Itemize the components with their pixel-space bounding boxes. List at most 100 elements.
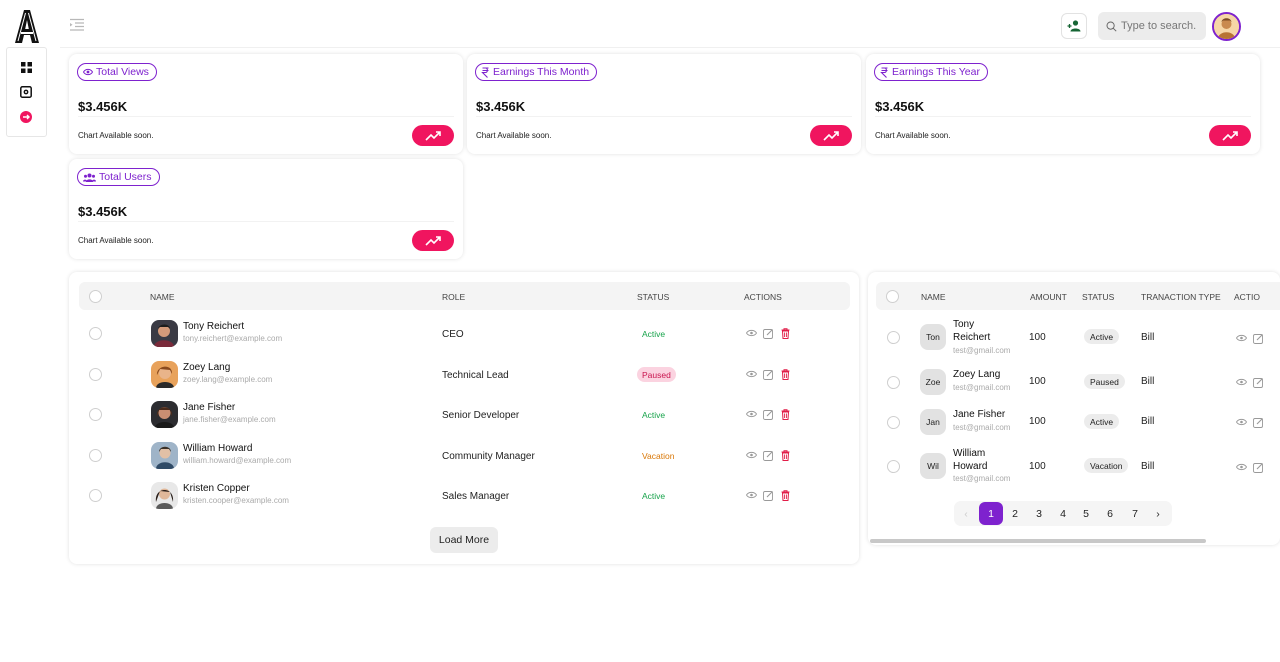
search-input[interactable] xyxy=(1121,20,1203,32)
select-all-checkbox[interactable] xyxy=(886,290,899,303)
delete-icon[interactable] xyxy=(779,368,791,380)
edit-icon[interactable] xyxy=(1252,332,1264,344)
table-row[interactable]: Ton Tony Reichert test@gmail.com 100 Act… xyxy=(876,316,1280,360)
status-badge: Active xyxy=(1084,414,1120,429)
page-7[interactable]: 7 xyxy=(1132,507,1138,520)
pagination-next[interactable]: › xyxy=(1156,507,1160,520)
view-icon[interactable] xyxy=(1235,332,1247,344)
table-row[interactable]: Jan Jane Fisher test@gmail.com 100 Activ… xyxy=(876,402,1280,442)
row-checkbox[interactable] xyxy=(887,376,900,389)
person-name: Tony xyxy=(953,319,975,330)
delete-icon[interactable] xyxy=(779,489,791,501)
status-badge: Paused xyxy=(1084,374,1125,389)
pagination-prev[interactable]: ‹ xyxy=(964,507,968,520)
role: Senior Developer xyxy=(442,410,520,421)
transaction-type: Bill xyxy=(1141,376,1155,387)
table-row[interactable]: William Howard william.howard@example.co… xyxy=(79,436,850,476)
load-more-button[interactable]: Load More xyxy=(430,527,498,553)
stat-note: Chart Available soon. xyxy=(78,236,154,245)
trend-button[interactable] xyxy=(412,125,454,146)
column-header-role[interactable]: ROLE xyxy=(442,292,466,302)
trend-button[interactable] xyxy=(810,125,852,146)
table-row[interactable]: Zoe Zoey Lang test@gmail.com 100 Paused … xyxy=(876,362,1280,402)
avatar: Zoe xyxy=(920,369,946,395)
edit-icon[interactable] xyxy=(762,489,774,501)
person-email: test@gmail.com xyxy=(953,383,1011,392)
user-avatar[interactable] xyxy=(1212,12,1241,41)
stat-label: Earnings This Month xyxy=(493,66,590,78)
edit-icon[interactable] xyxy=(762,327,774,339)
edit-icon[interactable] xyxy=(762,449,774,461)
add-user-icon xyxy=(1067,20,1081,32)
table-row[interactable]: Wil William Howard test@gmail.com 100 Va… xyxy=(876,444,1280,488)
row-checkbox[interactable] xyxy=(89,327,102,340)
edit-icon[interactable] xyxy=(762,368,774,380)
logout-icon[interactable] xyxy=(18,109,34,125)
dashboard-icon[interactable] xyxy=(18,59,34,75)
view-icon[interactable] xyxy=(1235,376,1247,388)
view-icon[interactable] xyxy=(745,368,757,380)
trend-button[interactable] xyxy=(1209,125,1251,146)
avatar xyxy=(151,442,178,469)
edit-icon[interactable] xyxy=(1252,416,1264,428)
view-icon[interactable] xyxy=(745,408,757,420)
amount: 100 xyxy=(1029,461,1046,472)
page-5[interactable]: 5 xyxy=(1083,507,1089,520)
view-icon[interactable] xyxy=(745,327,757,339)
person-name: Tony Reichert xyxy=(183,321,245,332)
row-checkbox[interactable] xyxy=(887,331,900,344)
menu-toggle-icon[interactable] xyxy=(69,18,85,32)
person-email: zoey.lang@example.com xyxy=(183,375,273,384)
stat-label: Total Users xyxy=(99,171,152,183)
status-badge: Vacation xyxy=(1084,458,1129,473)
view-icon[interactable] xyxy=(745,449,757,461)
column-header-type[interactable]: TRANACTION TYPE xyxy=(1141,292,1221,302)
select-all-checkbox[interactable] xyxy=(89,290,102,303)
table-row[interactable]: Jane Fisher jane.fisher@example.com Seni… xyxy=(79,395,850,435)
row-checkbox[interactable] xyxy=(887,416,900,429)
search-box[interactable] xyxy=(1098,12,1206,40)
row-checkbox[interactable] xyxy=(89,489,102,502)
table-row[interactable]: Tony Reichert tony.reichert@example.com … xyxy=(79,314,850,354)
view-icon[interactable] xyxy=(1235,416,1247,428)
column-header-name[interactable]: NAME xyxy=(921,292,946,302)
stat-note: Chart Available soon. xyxy=(875,131,951,140)
stat-card-earnings-month: Earnings This Month $3.456K Chart Availa… xyxy=(467,54,861,154)
horizontal-scrollbar[interactable] xyxy=(870,539,1206,543)
column-header-name[interactable]: NAME xyxy=(150,292,175,302)
row-actions xyxy=(1235,461,1264,473)
edit-icon[interactable] xyxy=(762,408,774,420)
edit-icon[interactable] xyxy=(1252,461,1264,473)
trend-button[interactable] xyxy=(412,230,454,251)
row-checkbox[interactable] xyxy=(89,368,102,381)
delete-icon[interactable] xyxy=(779,449,791,461)
page-1[interactable]: 1 xyxy=(979,502,1003,525)
page-4[interactable]: 4 xyxy=(1060,507,1066,520)
stat-value: $3.456K xyxy=(78,99,128,114)
row-checkbox[interactable] xyxy=(89,449,102,462)
view-icon[interactable] xyxy=(1235,461,1247,473)
page-2[interactable]: 2 xyxy=(1012,507,1018,520)
amount: 100 xyxy=(1029,332,1046,343)
edit-icon[interactable] xyxy=(1252,376,1264,388)
column-header-amount[interactable]: AMOUNT xyxy=(1030,292,1067,302)
table-row[interactable]: Kristen Copper kristen.cooper@example.co… xyxy=(79,476,850,516)
delete-icon[interactable] xyxy=(779,408,791,420)
row-checkbox[interactable] xyxy=(89,408,102,421)
table-row[interactable]: Zoey Lang zoey.lang@example.com Technica… xyxy=(79,355,850,395)
column-header-status[interactable]: STATUS xyxy=(1082,292,1115,302)
person-email: kristen.cooper@example.com xyxy=(183,496,289,505)
column-header-actions: ACTIONS xyxy=(744,292,782,302)
settings-box-icon[interactable] xyxy=(18,84,34,100)
page-3[interactable]: 3 xyxy=(1036,507,1042,520)
person-email: test@gmail.com xyxy=(953,423,1011,432)
delete-icon[interactable] xyxy=(779,327,791,339)
add-user-button[interactable] xyxy=(1061,13,1087,39)
column-header-status[interactable]: STATUS xyxy=(637,292,670,302)
row-actions xyxy=(745,449,791,461)
view-icon[interactable] xyxy=(745,489,757,501)
person-name: Jane Fisher xyxy=(183,402,236,413)
row-checkbox[interactable] xyxy=(887,460,900,473)
page-6[interactable]: 6 xyxy=(1107,507,1113,520)
person-name: Jane Fisher xyxy=(953,409,1006,420)
